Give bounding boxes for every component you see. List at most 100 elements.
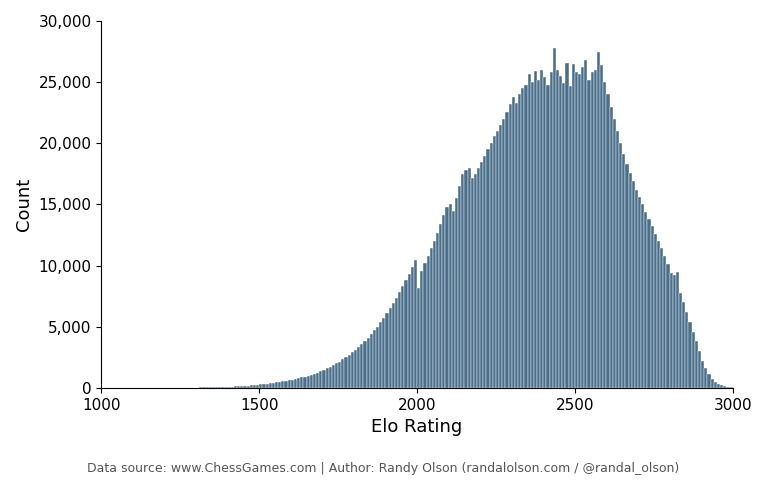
Bar xyxy=(436,233,439,388)
Bar xyxy=(553,48,556,388)
Bar xyxy=(288,380,291,388)
Bar xyxy=(571,64,574,388)
Bar xyxy=(455,198,458,388)
Bar xyxy=(392,303,395,388)
Bar xyxy=(641,204,644,388)
Bar xyxy=(594,70,597,388)
Bar xyxy=(265,384,268,388)
Bar xyxy=(568,86,571,388)
Bar xyxy=(300,377,304,388)
Bar xyxy=(351,352,354,388)
Bar xyxy=(430,249,433,388)
Bar xyxy=(610,107,613,388)
Bar xyxy=(638,197,641,388)
Bar xyxy=(710,379,714,388)
Bar xyxy=(477,168,480,388)
Bar xyxy=(401,287,404,388)
Bar xyxy=(550,72,553,388)
Bar xyxy=(294,379,297,388)
Bar xyxy=(407,274,411,388)
Bar xyxy=(613,119,616,388)
Bar xyxy=(581,68,584,388)
Bar xyxy=(319,372,322,388)
Bar xyxy=(367,337,370,388)
Bar xyxy=(720,385,723,388)
Bar xyxy=(574,72,578,388)
Bar xyxy=(707,374,710,388)
Bar xyxy=(389,309,392,388)
Bar xyxy=(285,381,288,388)
Bar xyxy=(625,164,628,388)
Bar xyxy=(247,385,250,388)
Bar xyxy=(562,84,565,388)
Bar xyxy=(344,357,347,388)
Bar xyxy=(512,97,515,388)
X-axis label: Elo Rating: Elo Rating xyxy=(371,418,463,436)
Bar xyxy=(268,384,272,388)
Bar xyxy=(281,382,285,388)
Bar xyxy=(373,330,376,388)
Bar xyxy=(411,267,414,388)
Bar xyxy=(449,204,452,388)
Bar xyxy=(461,174,464,388)
Bar xyxy=(531,82,534,388)
Bar xyxy=(259,384,262,388)
Bar xyxy=(458,186,461,388)
Bar xyxy=(275,383,278,388)
Bar xyxy=(597,51,600,388)
Bar xyxy=(522,88,525,388)
Bar xyxy=(218,387,222,388)
Bar xyxy=(729,387,732,388)
Bar xyxy=(304,376,307,388)
Bar xyxy=(376,326,379,388)
Bar xyxy=(600,65,604,388)
Bar xyxy=(717,384,720,388)
Bar xyxy=(616,131,619,388)
Bar xyxy=(701,361,704,388)
Bar xyxy=(663,256,667,388)
Bar xyxy=(543,77,546,388)
Bar xyxy=(357,347,360,388)
Bar xyxy=(486,149,489,388)
Bar xyxy=(225,387,228,388)
Bar xyxy=(686,312,689,388)
Bar xyxy=(502,119,505,388)
Bar xyxy=(426,256,430,388)
Bar xyxy=(452,211,455,388)
Bar xyxy=(650,227,653,388)
Bar xyxy=(379,323,382,388)
Bar xyxy=(723,386,726,388)
Bar xyxy=(556,70,559,388)
Bar xyxy=(673,276,676,388)
Bar xyxy=(635,190,638,388)
Bar xyxy=(423,263,426,388)
Bar xyxy=(332,365,335,388)
Bar xyxy=(364,341,367,388)
Bar xyxy=(370,334,373,388)
Bar xyxy=(209,387,212,388)
Bar xyxy=(607,95,610,388)
Bar xyxy=(676,272,679,388)
Bar xyxy=(382,318,386,388)
Bar xyxy=(240,386,243,388)
Bar xyxy=(622,154,625,388)
Bar xyxy=(483,156,486,388)
Bar xyxy=(692,332,695,388)
Bar xyxy=(628,173,632,388)
Bar xyxy=(546,84,550,388)
Bar xyxy=(243,386,247,388)
Y-axis label: Count: Count xyxy=(15,178,33,231)
Bar xyxy=(329,367,332,388)
Bar xyxy=(559,76,562,388)
Bar xyxy=(578,73,581,388)
Bar xyxy=(231,386,234,388)
Bar xyxy=(212,387,215,388)
Bar xyxy=(679,292,682,388)
Bar xyxy=(496,131,499,388)
Bar xyxy=(489,144,493,388)
Bar xyxy=(537,80,540,388)
Bar xyxy=(619,144,622,388)
Bar xyxy=(644,212,647,388)
Bar xyxy=(464,170,468,388)
Bar xyxy=(493,136,496,388)
